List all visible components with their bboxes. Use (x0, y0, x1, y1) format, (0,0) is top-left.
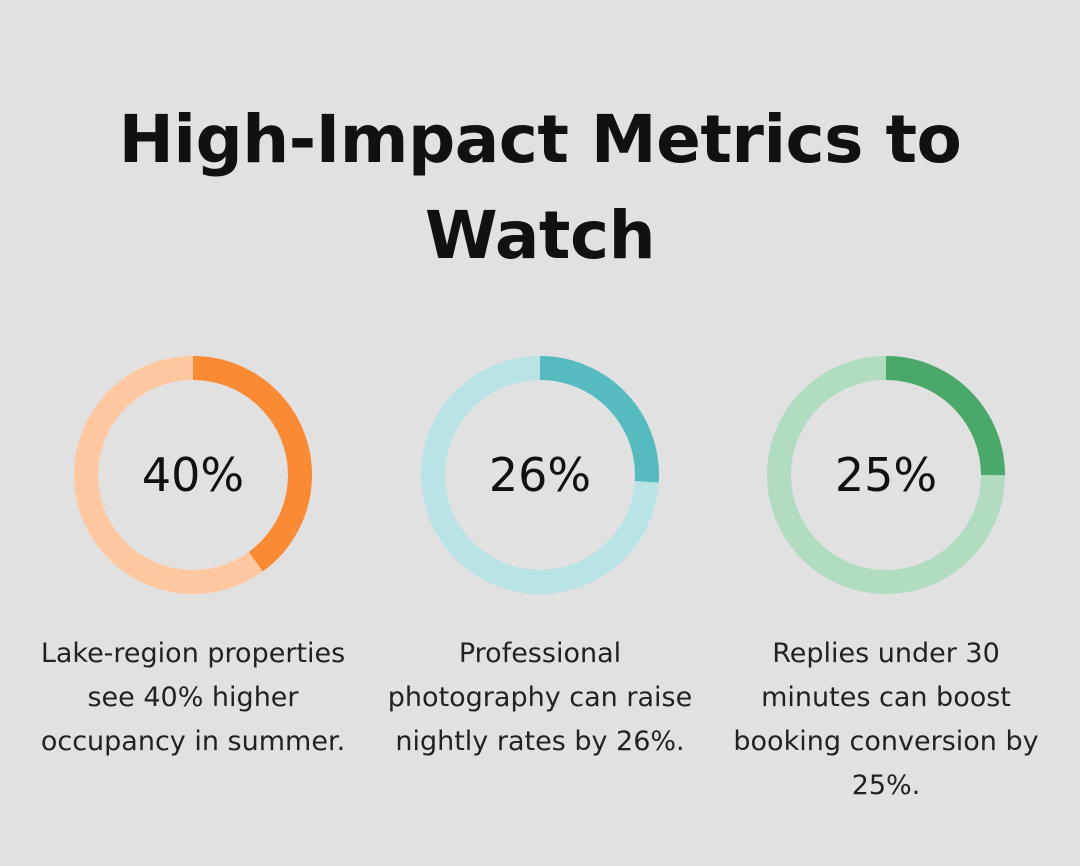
donut-percent-label: 40% (142, 448, 244, 502)
metric-caption: Replies under 30 minutes can boost booki… (733, 638, 1039, 801)
donut-value-arc (74, 356, 312, 594)
donut-chart-response-time: 25% (767, 356, 1005, 594)
donut-percent-label: 25% (835, 448, 937, 502)
title-line-2: Watch (424, 197, 656, 274)
metric-card-occupancy: 40% Lake-region properties see 40% highe… (23, 350, 363, 764)
donut-chart-photography: 26% (421, 356, 659, 594)
metric-card-response-time: 25% Replies under 30 minutes can boost b… (716, 350, 1056, 808)
page-title: High-Impact Metrics to Watch (0, 92, 1080, 284)
donut-percent-label: 26% (489, 448, 591, 502)
metric-caption: Lake-region properties see 40% higher oc… (40, 638, 346, 757)
donut-value-arc (767, 356, 1005, 594)
donut-chart-occupancy: 40% (74, 356, 312, 594)
title-line-1: High-Impact Metrics to (118, 101, 962, 178)
donut-value-arc (421, 356, 659, 594)
metric-caption: Professional photography can raise night… (387, 638, 693, 757)
metric-card-photography: 26% Professional photography can raise n… (370, 350, 710, 764)
